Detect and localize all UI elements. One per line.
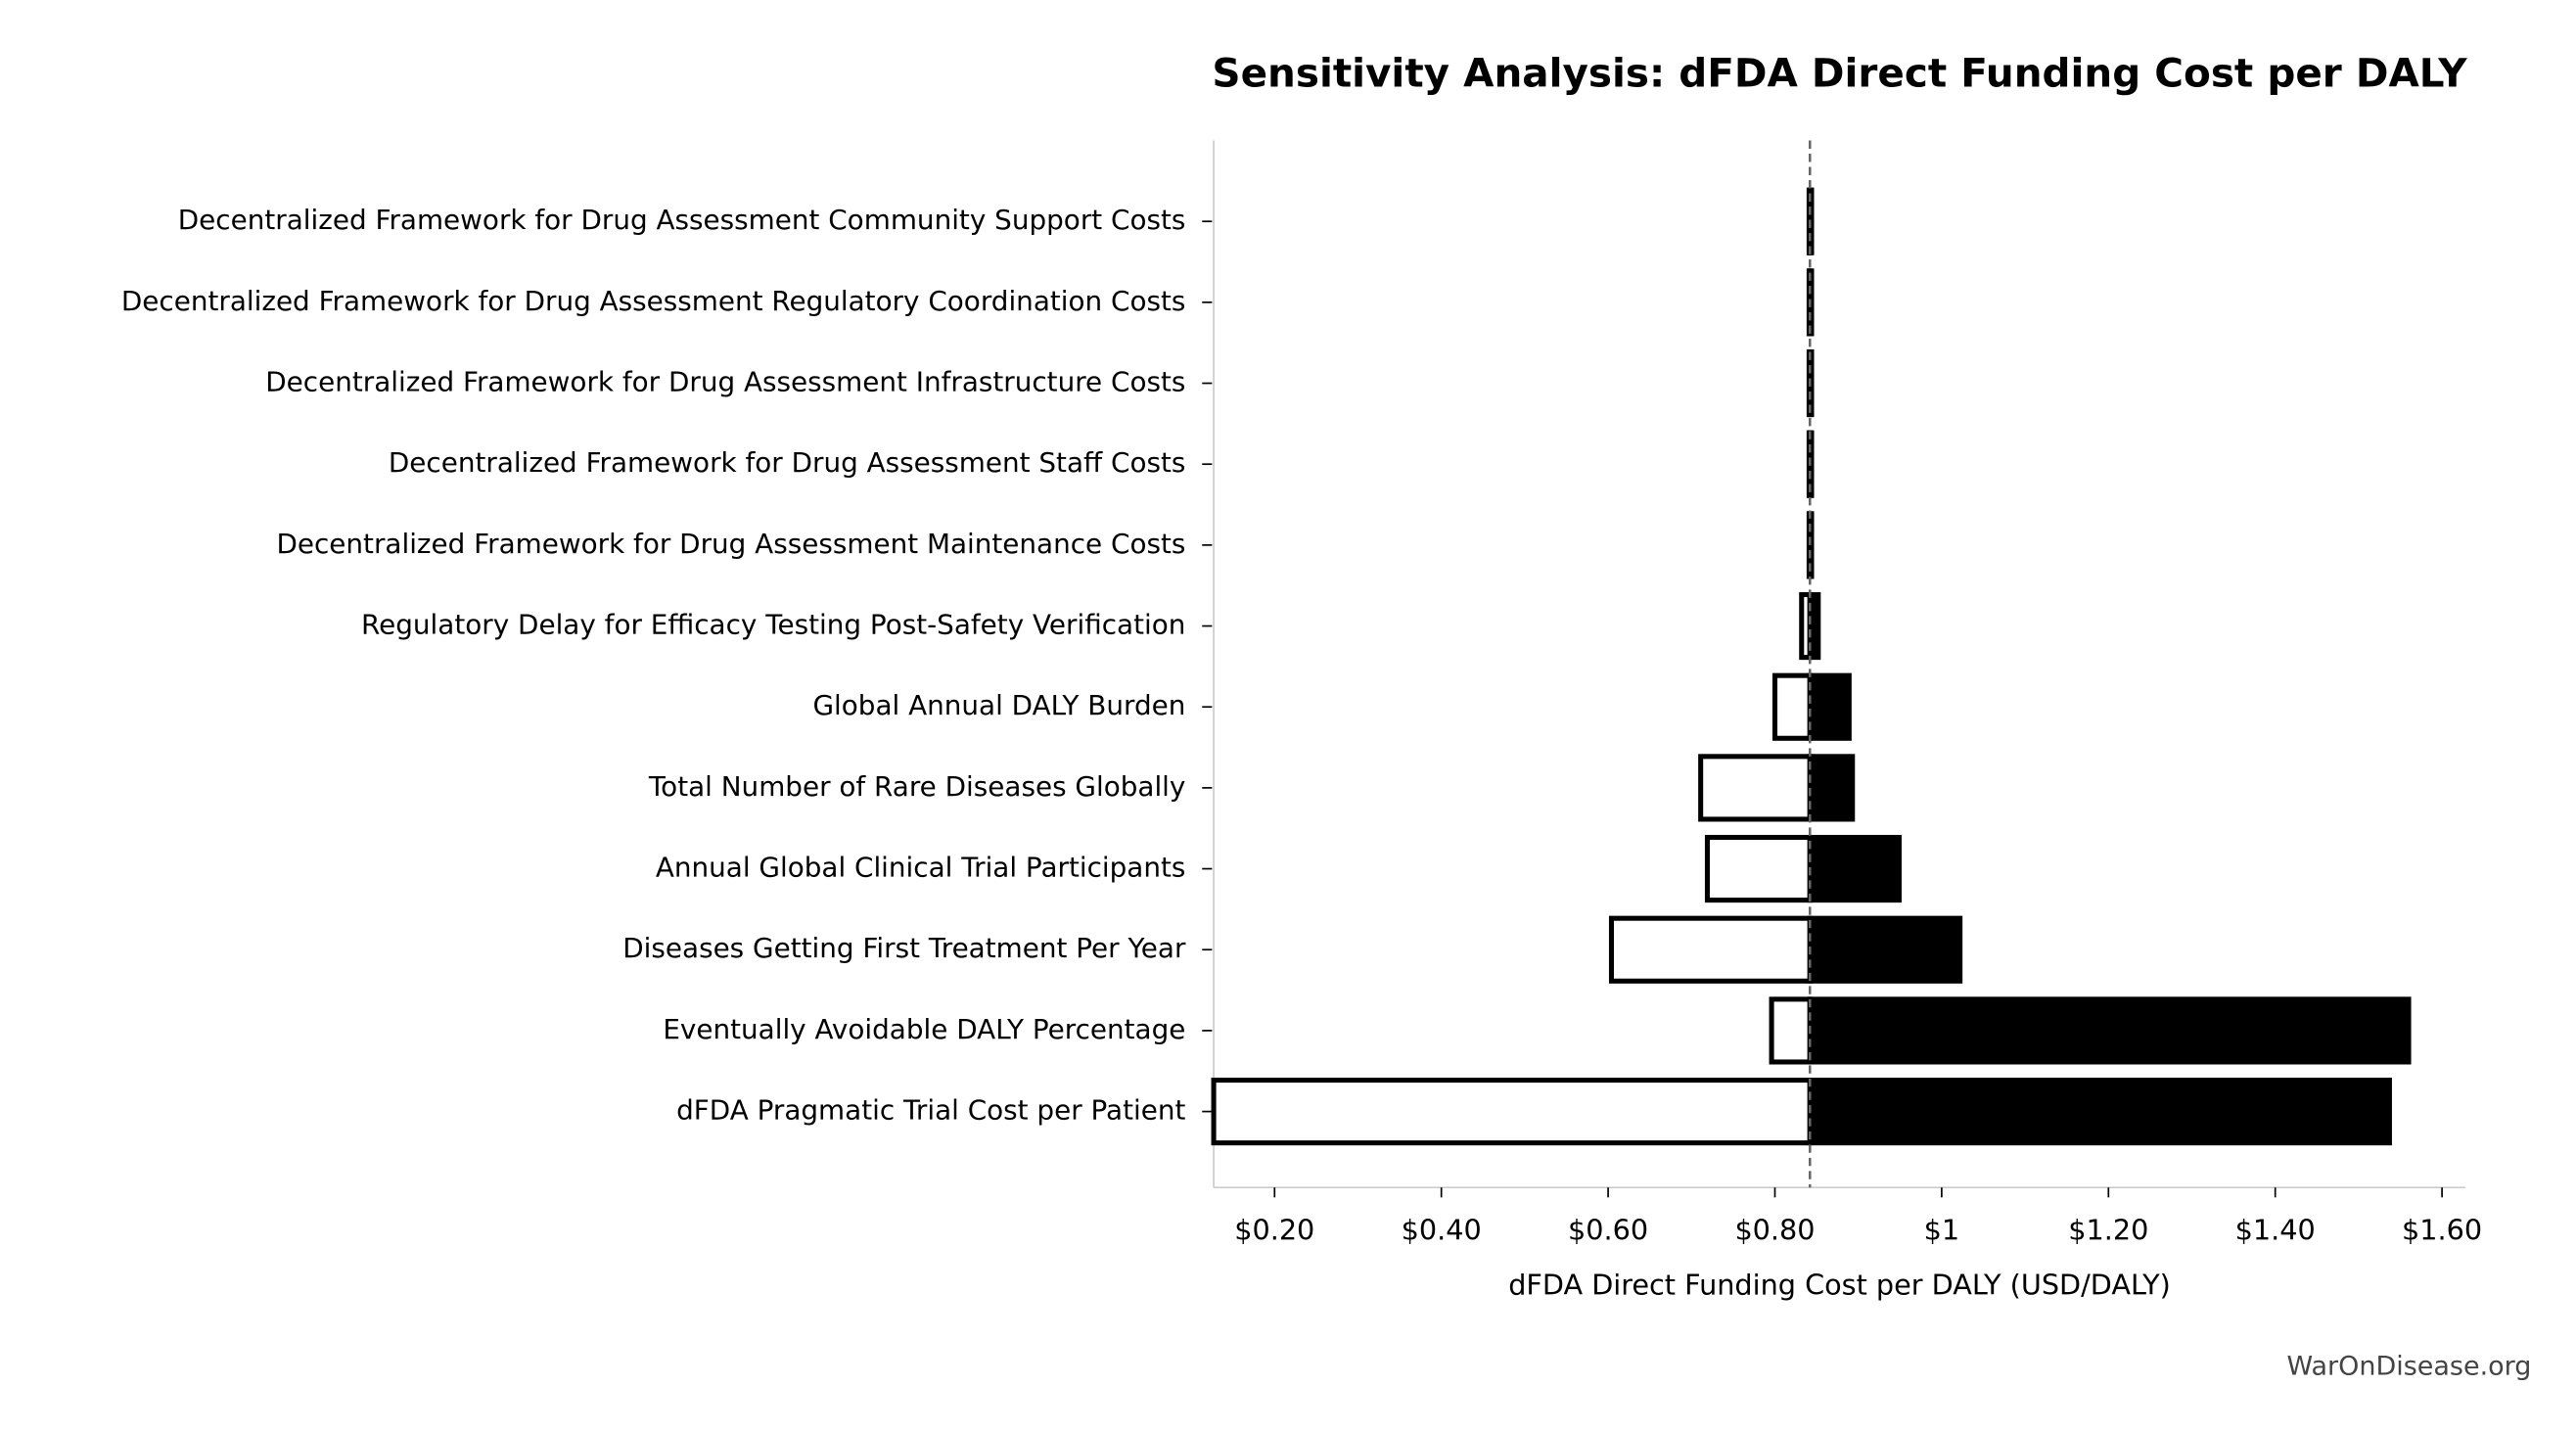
x-tick-label: $0.20: [1234, 1214, 1314, 1247]
x-tick-label: $1: [1924, 1214, 1959, 1247]
bar: [1807, 591, 1821, 661]
bar: [1771, 672, 1813, 741]
chart-title: Sensitivity Analysis: dFDA Direct Fundin…: [1212, 50, 2467, 97]
y-tick-label: Global Annual DALY Burden: [812, 689, 1185, 721]
bar: [1698, 754, 1813, 822]
bar: [1211, 1077, 1813, 1146]
bar: [1807, 915, 1963, 984]
y-tick-label: dFDA Pragmatic Trial Cost per Patient: [676, 1094, 1185, 1127]
bar: [1807, 1077, 2392, 1146]
y-tick-label: Decentralized Framework for Drug Assessm…: [121, 285, 1186, 317]
y-tick-label: Annual Global Clinical Trial Participant…: [656, 852, 1186, 884]
x-tick-label: $0.40: [1402, 1214, 1482, 1247]
y-tick-label: Diseases Getting First Treatment Per Yea…: [622, 932, 1186, 964]
bar: [1769, 996, 1813, 1065]
x-tick-label: $0.80: [1734, 1214, 1815, 1247]
y-tick-label: Decentralized Framework for Drug Assessm…: [178, 204, 1186, 236]
x-tick-label: $0.60: [1568, 1214, 1648, 1247]
y-tick-label: Total Number of Rare Diseases Globally: [648, 770, 1185, 803]
x-axis-label: dFDA Direct Funding Cost per DALY (USD/D…: [1508, 1268, 2171, 1301]
watermark: WarOnDisease.org: [2287, 1352, 2532, 1382]
bar: [1807, 754, 1856, 822]
bar: [1807, 672, 1852, 741]
x-tick-label: $1.60: [2402, 1214, 2482, 1247]
x-tick-label: $1.20: [2068, 1214, 2148, 1247]
y-tick-label: Decentralized Framework for Drug Assessm…: [389, 446, 1186, 479]
bar: [1704, 834, 1813, 903]
y-tick-label: Eventually Avoidable DALY Percentage: [663, 1013, 1185, 1045]
y-tick-label: Decentralized Framework for Drug Assessm…: [276, 528, 1185, 560]
x-tick-label: $1.40: [2235, 1214, 2316, 1247]
bar: [1608, 915, 1813, 984]
bar: [1807, 996, 2412, 1065]
bar: [1807, 834, 1902, 903]
y-tick-label: Decentralized Framework for Drug Assessm…: [265, 366, 1185, 398]
y-tick-label: Regulatory Delay for Efficacy Testing Po…: [361, 609, 1185, 641]
